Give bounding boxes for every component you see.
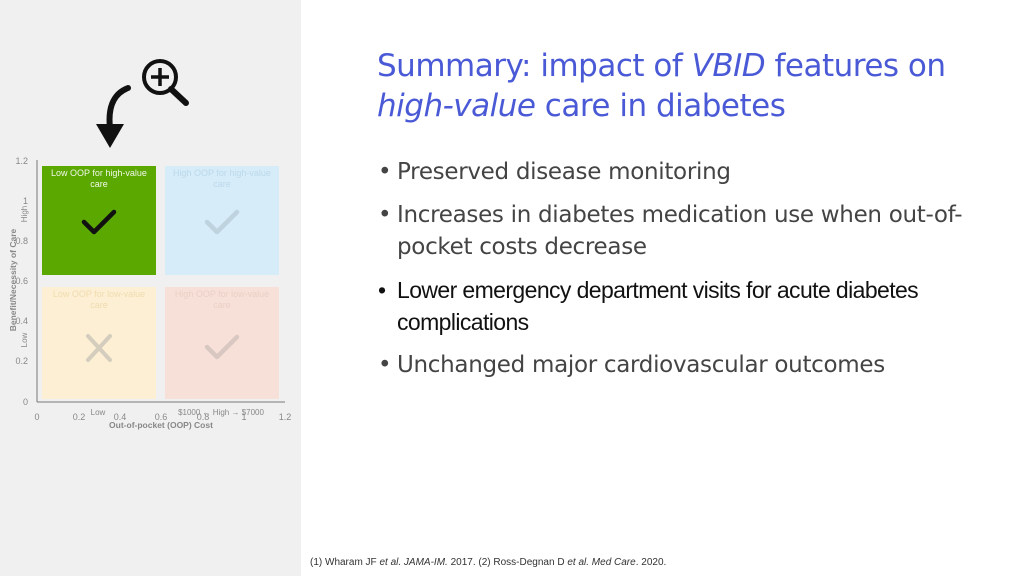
x-tick: 1.2 — [279, 412, 292, 422]
x-tick: 0.4 — [114, 412, 127, 422]
checkmark-icon — [204, 334, 240, 360]
x-axis-high: $1000 ← High → $7000 — [178, 408, 264, 417]
quadrant-label: Low OOP for low-value care — [52, 289, 146, 310]
y-tick: 0 — [23, 397, 28, 407]
checkmark-icon — [81, 209, 117, 235]
y-tick: 0.6 — [15, 276, 28, 286]
quadrant-high-oop-low-value: High OOP for low-value care — [165, 287, 279, 399]
quadrant-low-oop-high-value: Low OOP for high-value care — [42, 166, 156, 275]
bullet-item-highlighted: • Lower emergency department visits for a… — [378, 277, 919, 335]
bullet-list: • Preserved disease monitoring • Increases… — [378, 156, 978, 392]
bullet-item: • Increases in diabetes medication use wh… — [378, 202, 963, 260]
y-tick: 1.2 — [15, 156, 28, 166]
y-axis-low: Low — [20, 332, 29, 347]
quadrant-chart-axes: 1.2 1 0.8 0.6 0.4 0.2 0 0 0.2 0.4 0.6 0.… — [8, 156, 292, 430]
quadrant-label: High OOP for low-value care — [174, 289, 270, 310]
arrow-down-icon — [96, 85, 131, 148]
zoom-in-icon — [142, 59, 189, 106]
y-tick: 1 — [23, 196, 28, 206]
x-axis-low: Low — [91, 408, 106, 417]
x-tick: 0.8 — [197, 412, 210, 422]
checkmark-icon — [204, 209, 240, 235]
x-mark-icon — [86, 334, 112, 362]
x-tick: 1 — [241, 412, 246, 422]
y-axis-title: Benefit/Necessity of Care — [8, 228, 18, 331]
footnote-references: (1) Wharam JF et al. JAMA-IM. 2017. (2) … — [310, 557, 667, 568]
slide-title: Summary: impact of VBID features on high… — [377, 48, 946, 124]
quadrant-low-oop-low-value: Low OOP for low-value care — [42, 287, 156, 399]
x-tick: 0.2 — [73, 412, 86, 422]
y-tick: 0.2 — [15, 356, 28, 366]
quadrant-label: Low OOP for high-value care — [51, 168, 147, 189]
y-tick: 0.8 — [15, 236, 28, 246]
bullet-item: • Unchanged major cardiovascular outcomes — [378, 352, 885, 378]
x-tick: 0.6 — [155, 412, 168, 422]
x-tick: 0 — [34, 412, 39, 422]
x-axis-title: Out-of-pocket (OOP) Cost — [109, 420, 213, 430]
bullet-item: • Preserved disease monitoring — [378, 159, 731, 185]
y-tick: 0.4 — [15, 316, 28, 326]
quadrant-label: High OOP for high-value care — [173, 168, 271, 189]
quadrant-high-oop-high-value: High OOP for high-value care — [165, 166, 279, 275]
y-axis-high: High — [20, 206, 29, 222]
